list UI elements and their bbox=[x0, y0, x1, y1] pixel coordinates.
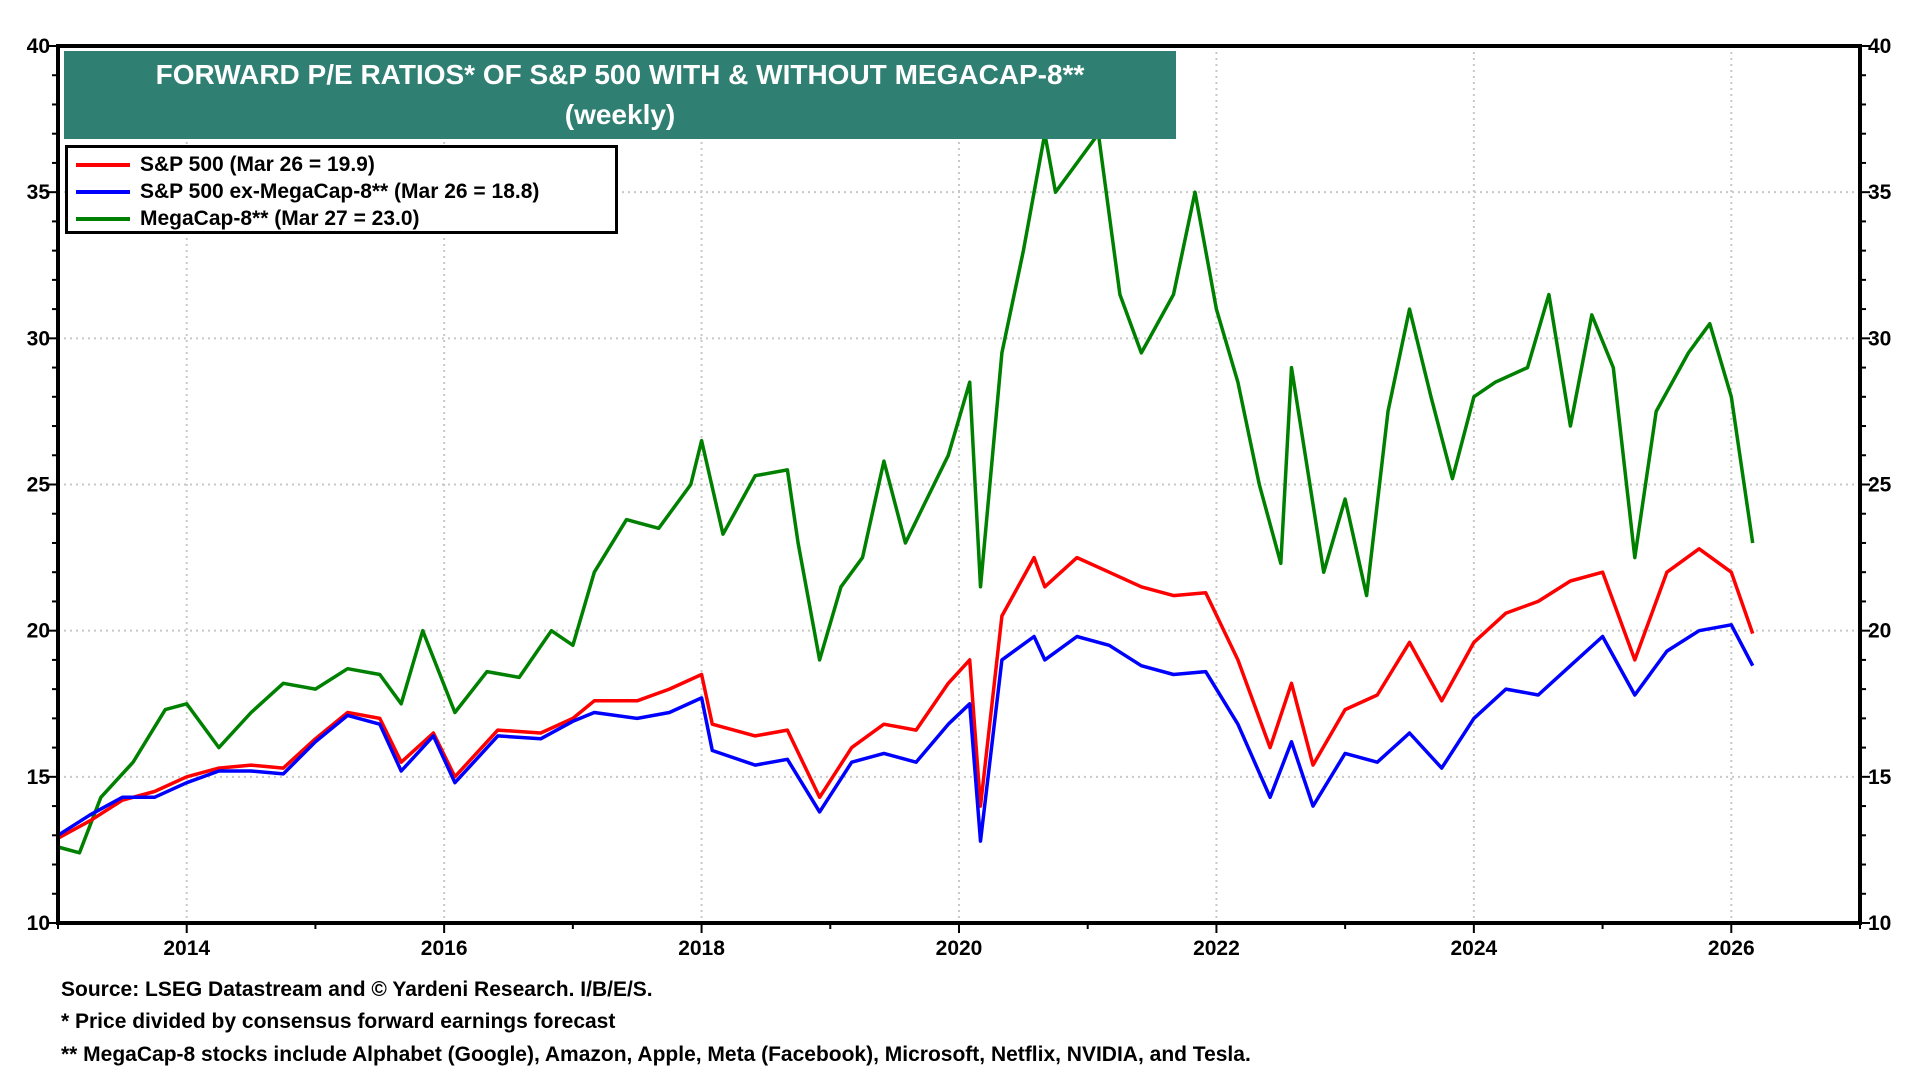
x-tick-label: 2020 bbox=[936, 937, 983, 960]
legend: S&P 500 (Mar 26 = 19.9) S&P 500 ex-MegaC… bbox=[65, 145, 618, 234]
y-tick-label-left: 10 bbox=[27, 912, 50, 935]
x-tick-label: 2026 bbox=[1708, 937, 1755, 960]
legend-item-sp500: S&P 500 (Mar 26 = 19.9) bbox=[76, 151, 615, 178]
y-tick-label-left: 35 bbox=[27, 181, 51, 204]
source-note: Source: LSEG Datastream and © Yardeni Re… bbox=[61, 978, 653, 1001]
y-tick-label-right: 35 bbox=[1868, 181, 1892, 204]
y-tick-label-right: 30 bbox=[1868, 327, 1891, 350]
x-tick-label: 2016 bbox=[421, 937, 468, 960]
chart-subtitle: (weekly) bbox=[564, 99, 676, 130]
x-tick-label: 2018 bbox=[678, 937, 725, 960]
y-tick-label-right: 10 bbox=[1868, 912, 1891, 935]
legend-label: S&P 500 (Mar 26 = 19.9) bbox=[140, 152, 375, 176]
x-tick-label: 2022 bbox=[1193, 937, 1240, 960]
legend-swatch-blue bbox=[76, 189, 130, 194]
x-tick-label: 2014 bbox=[163, 937, 210, 960]
series-lines bbox=[57, 131, 1755, 855]
y-tick-label-right: 25 bbox=[1868, 474, 1892, 497]
footnote-1: * Price divided by consensus forward ear… bbox=[61, 1010, 616, 1033]
chart-title-box: FORWARD P/E RATIOS* OF S&P 500 WITH & WI… bbox=[64, 51, 1176, 139]
footnote-2: ** MegaCap-8 stocks include Alphabet (Go… bbox=[61, 1043, 1251, 1066]
legend-swatch-red bbox=[76, 162, 130, 167]
legend-label: S&P 500 ex-MegaCap-8** (Mar 26 = 18.8) bbox=[140, 179, 540, 203]
legend-item-megacap8: MegaCap-8** (Mar 27 = 23.0) bbox=[76, 205, 615, 232]
chart-title: FORWARD P/E RATIOS* OF S&P 500 WITH & WI… bbox=[155, 59, 1085, 90]
series-line-0 bbox=[57, 547, 1755, 840]
y-tick-label-left: 30 bbox=[27, 327, 50, 350]
legend-label: MegaCap-8** (Mar 27 = 23.0) bbox=[140, 206, 420, 230]
series-line-2 bbox=[57, 131, 1755, 855]
y-tick-label-left: 15 bbox=[27, 766, 51, 789]
legend-item-sp500-ex-megacap: S&P 500 ex-MegaCap-8** (Mar 26 = 18.8) bbox=[76, 178, 615, 205]
legend-swatch-green bbox=[76, 216, 130, 221]
y-tick-label-left: 25 bbox=[27, 474, 51, 497]
y-tick-label-right: 40 bbox=[1868, 35, 1891, 58]
y-tick-label-right: 15 bbox=[1868, 766, 1892, 789]
y-tick-label-right: 20 bbox=[1868, 620, 1891, 643]
series-line-1 bbox=[57, 623, 1755, 843]
y-tick-label-left: 20 bbox=[27, 620, 50, 643]
x-tick-label: 2024 bbox=[1450, 937, 1497, 960]
y-tick-label-left: 40 bbox=[27, 35, 50, 58]
